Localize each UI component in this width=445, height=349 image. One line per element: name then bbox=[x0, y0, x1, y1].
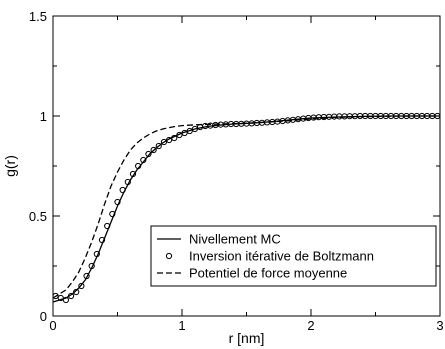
x-tick-label: 2 bbox=[307, 318, 314, 333]
data-point bbox=[166, 136, 173, 144]
data-point bbox=[83, 272, 90, 280]
y-tick-label: 1.5 bbox=[29, 9, 47, 24]
y-tick-label: 0.5 bbox=[29, 209, 47, 224]
data-point bbox=[109, 210, 116, 218]
x-tick-label: 1 bbox=[178, 318, 185, 333]
series-line-solid bbox=[52, 115, 440, 303]
data-point bbox=[98, 236, 106, 244]
legend-marker bbox=[165, 252, 173, 260]
x-tick-label: 0 bbox=[49, 318, 56, 333]
data-point bbox=[124, 178, 131, 186]
x-axis-label: r [nm] bbox=[229, 330, 265, 346]
data-point bbox=[67, 292, 75, 300]
data-point bbox=[88, 262, 95, 270]
data-point bbox=[160, 138, 168, 146]
data-point bbox=[129, 170, 137, 178]
legend-box bbox=[150, 225, 437, 287]
plot-area bbox=[52, 112, 441, 304]
data-point bbox=[150, 146, 157, 154]
x-tick-label: 3 bbox=[436, 318, 443, 333]
data-point bbox=[73, 288, 80, 296]
data-point bbox=[181, 129, 188, 137]
y-axis-label: g(r) bbox=[2, 155, 18, 177]
data-point bbox=[104, 222, 111, 230]
data-point bbox=[171, 134, 178, 142]
series-line-dashed bbox=[52, 115, 440, 299]
legend-entry: Inversion itérative de Boltzmann bbox=[189, 249, 374, 264]
data-point bbox=[93, 250, 100, 258]
data-point bbox=[78, 282, 85, 290]
data-point bbox=[155, 142, 162, 150]
legend: Nivellement MC Inversion itérative de Bol… bbox=[150, 225, 437, 287]
data-point bbox=[135, 162, 142, 170]
data-point bbox=[57, 294, 64, 302]
plot-frame bbox=[52, 15, 441, 317]
data-point bbox=[176, 131, 183, 139]
data-point bbox=[140, 156, 147, 164]
data-point bbox=[186, 127, 193, 135]
data-point bbox=[119, 186, 126, 194]
data-point bbox=[145, 150, 152, 158]
data-point bbox=[191, 125, 198, 133]
y-tick-label: 1 bbox=[40, 109, 47, 124]
legend-entry: Potentiel de force moyenne bbox=[189, 266, 347, 281]
y-tick-label: 0 bbox=[40, 309, 47, 324]
legend-entry: Nivellement MC bbox=[189, 232, 281, 247]
data-point bbox=[62, 296, 70, 304]
data-point bbox=[114, 198, 121, 206]
